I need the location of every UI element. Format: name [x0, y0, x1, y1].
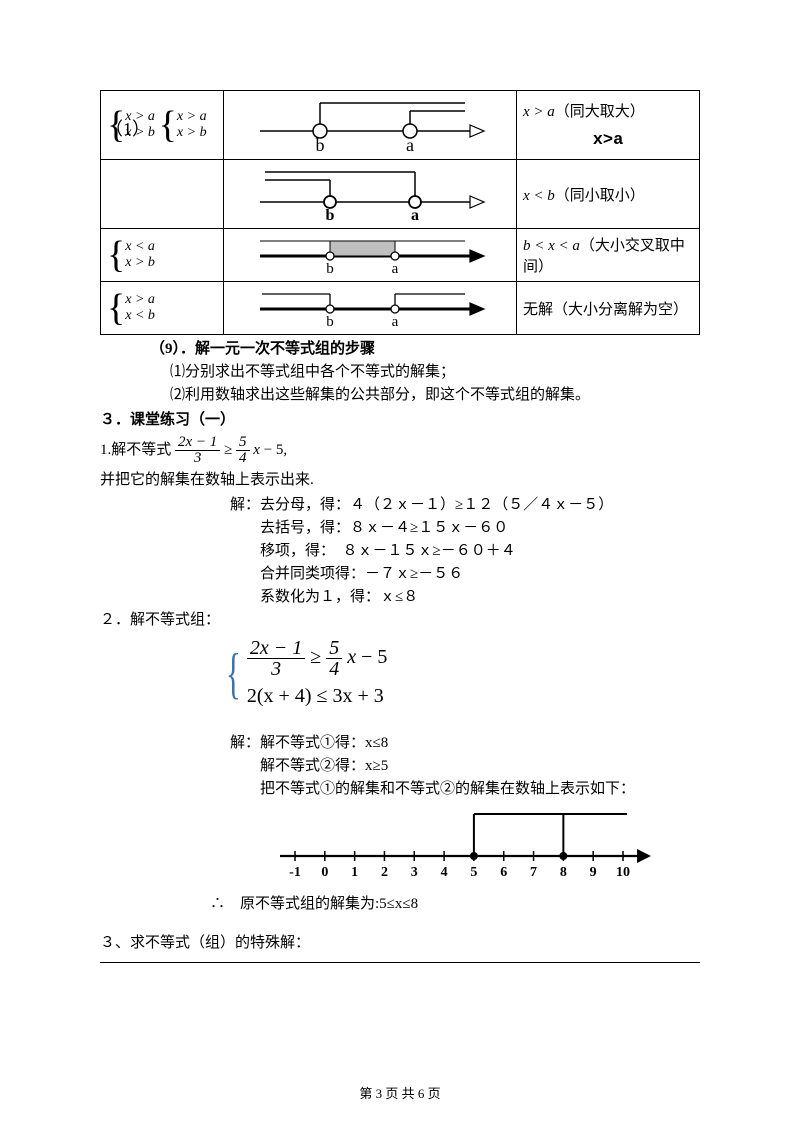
- svg-text:1: 1: [351, 865, 358, 880]
- table-row-result: b < x < a（大小交叉取中间）: [517, 229, 700, 282]
- table-row-condition: {x > ax > b {x > ax > b（1）: [101, 91, 224, 160]
- table-row-diagram: ba: [224, 91, 517, 160]
- brace-icon: {: [226, 646, 241, 702]
- q2-sol-line: 解：解不等式①得：x≤8: [100, 731, 700, 752]
- svg-text:7: 7: [530, 865, 537, 880]
- svg-text:b: b: [326, 314, 334, 330]
- q1-sol-line: 移项，得： ８ｘ－１５ｘ≥－６０＋４: [100, 539, 700, 560]
- table-row-condition: [101, 160, 224, 229]
- svg-text:2: 2: [381, 865, 388, 880]
- svg-text:6: 6: [500, 865, 507, 880]
- q1-tail: 并把它的解集在数轴上表示出来.: [100, 468, 700, 489]
- practice-title: ３．课堂练习（一）: [100, 408, 700, 429]
- table-row-diagram: ba: [224, 229, 517, 282]
- q1-solution: 解：去分母，得：４（２ｘ－１）≥１２（５／４ｘ－５）去括号，得：８ｘ－４≥１５ｘ…: [100, 493, 700, 606]
- q1-sol-line: 合并同类项得：－７ｘ≥－５６: [100, 562, 700, 583]
- q2-sys-line2: 2(x + 4) ≤ 3x + 3: [247, 685, 384, 707]
- svg-text:3: 3: [411, 865, 418, 880]
- table-row-result: x < b（同小取小）: [517, 160, 700, 229]
- q2-title: ２．解不等式组：: [100, 608, 700, 629]
- q2-solution: 解：解不等式①得：x≤8解不等式②得：x≥5把不等式①的解集和不等式②的解集在数…: [100, 731, 700, 798]
- section-9-step2: ⑵利用数轴求出这些解集的公共部分，即这个不等式组的解集。: [100, 383, 700, 404]
- svg-text:8: 8: [560, 865, 567, 880]
- q2-conclusion: ∴ 原不等式组的解集为:5≤x≤8: [100, 892, 700, 913]
- svg-text:a: a: [411, 207, 419, 224]
- table-row-result: x > a（同大取大）x>a: [517, 91, 700, 160]
- section-9-title: （9）．解一元一次不等式组的步骤: [100, 337, 700, 358]
- table-row-diagram: ba: [224, 282, 517, 335]
- svg-text:0: 0: [321, 865, 328, 880]
- svg-text:a: a: [392, 314, 399, 330]
- svg-text:b: b: [326, 207, 335, 224]
- footer-rule: [100, 962, 700, 963]
- svg-text:10: 10: [616, 865, 630, 880]
- q2-sol-line: 把不等式①的解集和不等式②的解集在数轴上表示如下：: [100, 777, 700, 798]
- table-row-condition: {x > ax < b: [101, 282, 224, 335]
- q1-prefix: 1.解不等式: [100, 442, 171, 458]
- svg-text:4: 4: [441, 865, 448, 880]
- q2-numberline: -1 0 1 2 3 4 5 6 7 8 9 10: [100, 804, 700, 884]
- page-footer: 第 3 页 共 6 页: [0, 1083, 800, 1102]
- q1-line: 1.解不等式 2x − 13 ≥ 54 x − 5,: [100, 435, 700, 466]
- q1-sol-line: 去括号，得：８ｘ－４≥１５ｘ－６０: [100, 516, 700, 537]
- q3-title: ３、求不等式（组）的特殊解：: [100, 931, 700, 952]
- svg-text:a: a: [392, 261, 399, 277]
- svg-text:b: b: [326, 261, 334, 277]
- q1-frac-rhs: 54: [236, 435, 250, 466]
- table-row-diagram: ba: [224, 160, 517, 229]
- table-row-result: 无解（大小分离解为空）: [517, 282, 700, 335]
- q1-sol-line: 解：去分母，得：４（２ｘ－１）≥１２（５／４ｘ－５）: [100, 493, 700, 514]
- q2-sol-line: 解不等式②得：x≥5: [100, 754, 700, 775]
- svg-text:5: 5: [470, 865, 477, 880]
- q2-system: { 2x − 13 ≥ 54 x − 5 2(x + 4) ≤ 3x + 3: [220, 635, 387, 713]
- q1-frac-lhs: 2x − 13: [175, 435, 220, 466]
- table-row-condition: {x < ax > b: [101, 229, 224, 282]
- svg-text:9: 9: [590, 865, 597, 880]
- page: {x > ax > b {x > ax > b（1）bax > a（同大取大）x…: [0, 0, 800, 1132]
- q1-sol-line: 系数化为１，得：ｘ≤８: [100, 585, 700, 606]
- section-9-step1: ⑴分别求出不等式组中各个不等式的解集；: [100, 360, 700, 381]
- inequality-rules-table: {x > ax > b {x > ax > b（1）bax > a（同大取大）x…: [100, 90, 700, 335]
- svg-text:-1: -1: [289, 865, 301, 880]
